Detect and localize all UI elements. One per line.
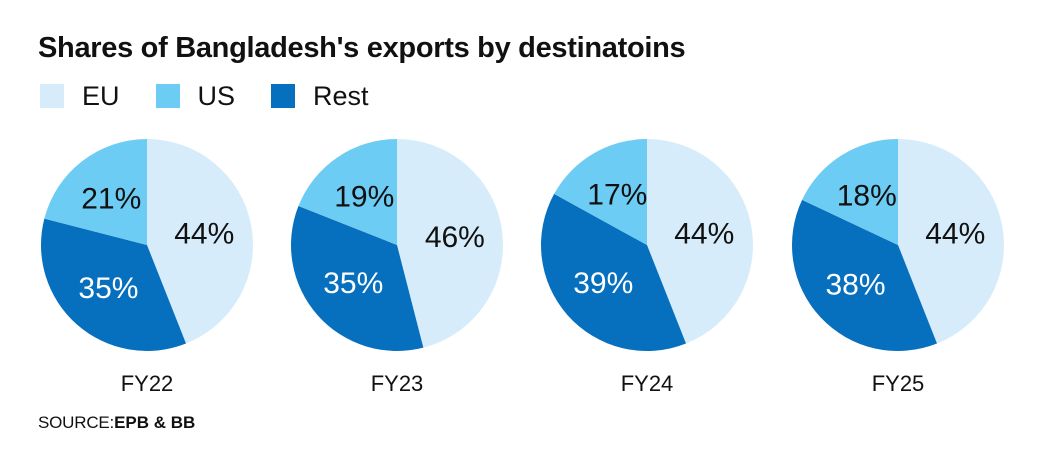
pie-fy25-label-us: 18% xyxy=(837,179,897,212)
pie-fy22-label-rest: 35% xyxy=(78,272,138,305)
legend-label-rest: Rest xyxy=(313,80,369,111)
pie-fy25-label-eu: 44% xyxy=(925,218,985,251)
pie-fy25-label-rest: 38% xyxy=(825,268,885,301)
pie-fy22-slice-us xyxy=(44,139,147,245)
legend-item-eu: EU xyxy=(40,81,120,112)
pie-fy24-label-eu: 44% xyxy=(674,218,734,251)
pie-fy24-slice-eu xyxy=(647,139,753,344)
pie-fy23-title: FY23 xyxy=(371,371,424,396)
source-value: EPB & BB xyxy=(114,413,196,432)
pie-fy22-title: FY22 xyxy=(121,371,174,396)
pie-fy25-slice-eu xyxy=(898,139,1004,344)
pie-fy23-label-rest: 35% xyxy=(323,267,383,300)
pie-fy25: 44% 38% 18% FY25 xyxy=(792,139,1004,396)
pie-fy24-label-us: 17% xyxy=(587,178,647,211)
legend-item-rest: Rest xyxy=(271,81,369,112)
legend-label-eu: EU xyxy=(82,80,120,111)
legend-label-us: US xyxy=(197,80,236,111)
pie-fy23-slice-us xyxy=(298,139,397,245)
source-note: SOURCE:EPB & BB xyxy=(38,413,195,433)
pie-fy24-title: FY24 xyxy=(621,371,674,396)
pie-fy22: 44% 35% 21% FY22 xyxy=(40,139,253,396)
legend: EU US Rest xyxy=(40,80,405,112)
legend-swatch-rest xyxy=(271,84,296,108)
pie-fy23-slice-eu xyxy=(397,139,504,348)
pie-fy25-title: FY25 xyxy=(872,371,925,396)
legend-swatch-eu xyxy=(40,84,64,108)
source-label: SOURCE: xyxy=(38,413,115,432)
chart-title: Shares of Bangladesh's exports by destin… xyxy=(38,32,686,64)
pie-fy24-label-rest: 39% xyxy=(573,267,633,300)
pie-fy23-label-eu: 46% xyxy=(425,221,485,254)
pie-fy24: 44% 39% 17% FY24 xyxy=(541,139,753,396)
pie-fy22-label-us: 21% xyxy=(81,182,141,215)
pie-fy25-slice-us xyxy=(802,139,898,245)
legend-swatch-us xyxy=(155,84,180,108)
pie-fy23-slice-rest xyxy=(291,205,424,351)
pie-fy24-slice-rest xyxy=(541,193,687,351)
pie-fy25-slice-rest xyxy=(792,199,938,351)
legend-item-us: US xyxy=(155,80,236,112)
pie-fy22-slice-eu xyxy=(147,139,253,344)
pie-fy22-slice-rest xyxy=(40,218,187,351)
pie-fy22-label-eu: 44% xyxy=(174,218,234,251)
pie-fy24-slice-us xyxy=(554,139,647,245)
pie-fy23: 46% 35% 19% FY23 xyxy=(291,139,504,396)
pie-fy23-label-us: 19% xyxy=(334,180,394,213)
